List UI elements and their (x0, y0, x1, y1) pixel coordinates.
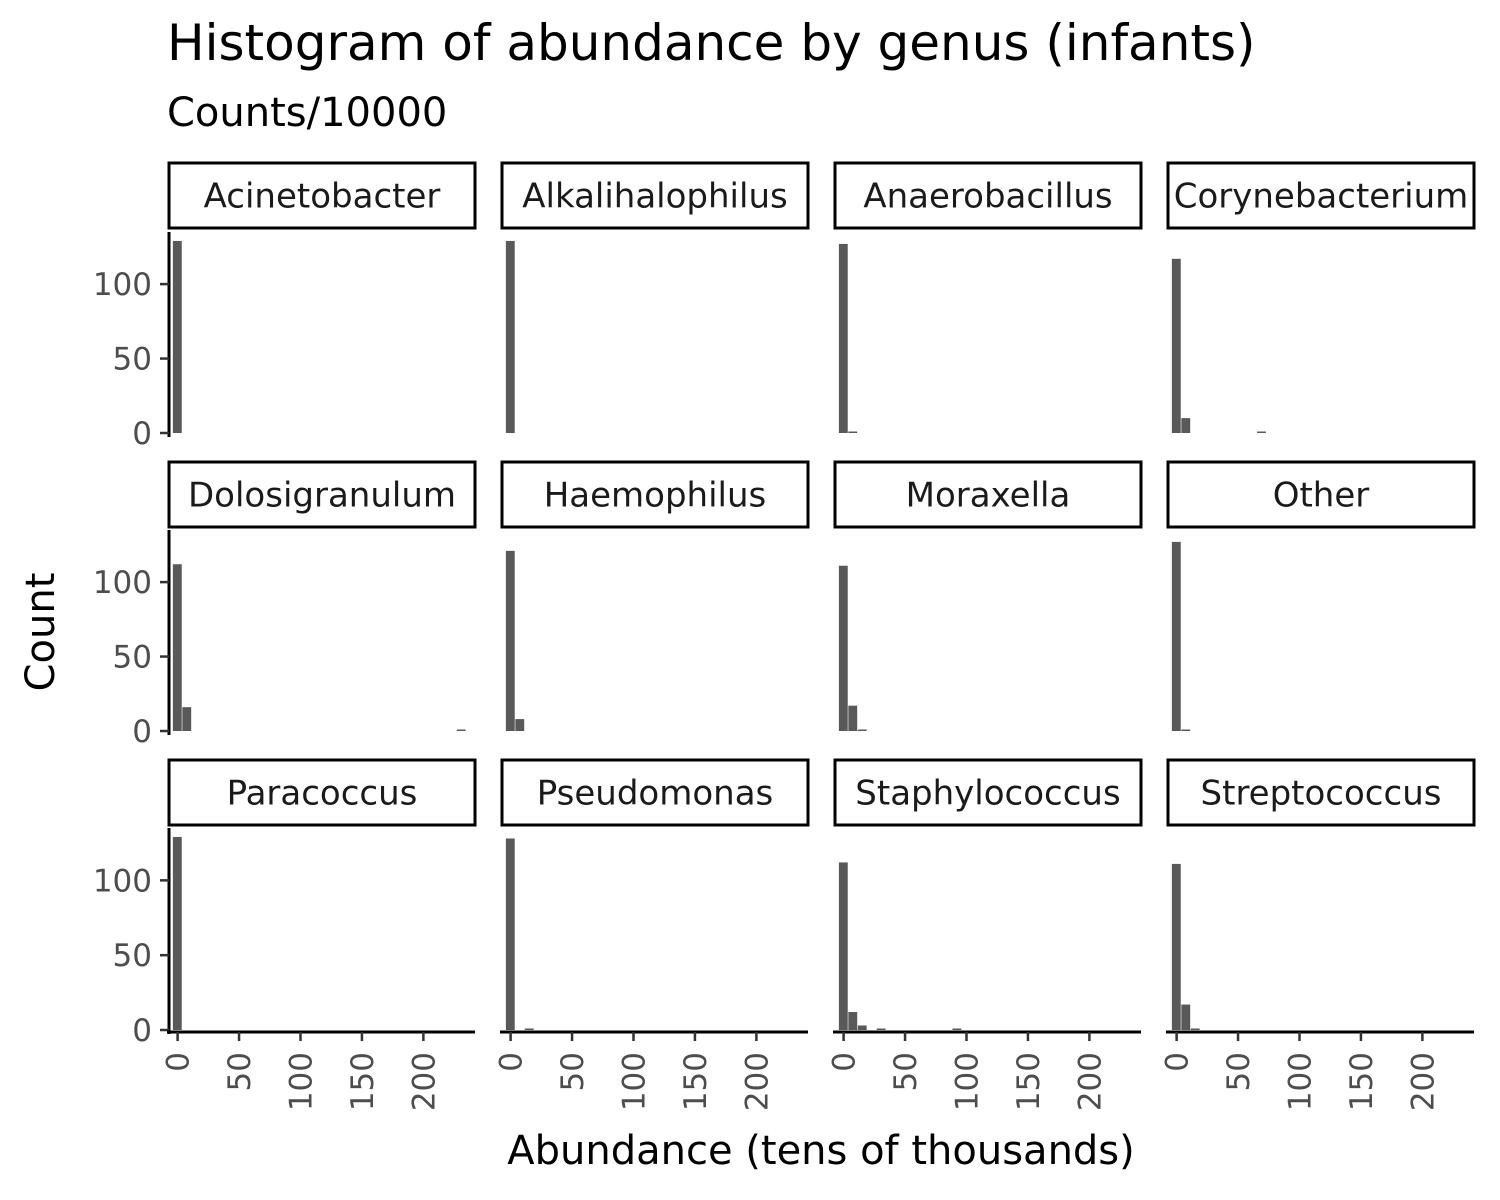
histogram-bar (172, 836, 182, 1030)
histogram-bar (1171, 541, 1181, 731)
x-tick-label: 100 (616, 1052, 652, 1111)
facet-strip (1166, 460, 1476, 529)
y-tick-label: 50 (113, 342, 152, 378)
histogram-bar (505, 838, 515, 1030)
facet-strip (1166, 161, 1476, 230)
facet-strip (167, 758, 477, 827)
x-tick-label: 50 (888, 1052, 924, 1091)
facet-label: Streptococcus (1201, 774, 1442, 814)
histogram-bar (1257, 431, 1266, 433)
facet-label: Dolosigranulum (188, 476, 456, 516)
y-axis-label: Count (18, 572, 64, 692)
histogram-bar (848, 705, 858, 731)
y-tick-label: 0 (132, 416, 152, 452)
facet-label: Anaerobacillus (863, 177, 1112, 217)
y-tick-label: 100 (93, 267, 152, 303)
x-tick-label: 0 (1160, 1052, 1196, 1072)
x-tick-label: 200 (1405, 1052, 1441, 1111)
histogram-bar (1171, 863, 1181, 1030)
facet-strip (167, 161, 477, 230)
y-tick-label: 100 (93, 863, 152, 899)
histogram-bar (952, 1028, 962, 1030)
facet-label: Haemophilus (544, 476, 767, 516)
y-tick-label: 0 (132, 714, 152, 750)
facet-label: Staphylococcus (855, 774, 1120, 814)
chart-subtitle: Counts/10000 (167, 90, 448, 136)
facet-strip (833, 758, 1143, 827)
x-tick-label: 0 (161, 1052, 197, 1072)
facet-strip (167, 460, 477, 529)
x-tick-label: 0 (494, 1052, 530, 1072)
facet-strip (1166, 758, 1476, 827)
facet-label: Moraxella (906, 476, 1071, 516)
histogram-bar (182, 707, 192, 731)
x-tick-label: 200 (739, 1052, 775, 1111)
facet-strip (833, 161, 1143, 230)
y-tick-label: 50 (113, 938, 152, 974)
histogram-bar (838, 243, 848, 433)
x-tick-label: 50 (1221, 1052, 1257, 1091)
x-tick-label: 150 (345, 1052, 381, 1111)
y-tick-label: 50 (113, 640, 152, 676)
x-tick-label: 100 (1282, 1052, 1318, 1111)
histogram-bar (857, 1025, 867, 1030)
x-tick-label: 50 (555, 1052, 591, 1091)
histogram-bar (848, 1012, 858, 1030)
facet-label: Pseudomonas (537, 774, 774, 814)
histogram-bar (172, 564, 182, 731)
histogram-bar (524, 1028, 534, 1030)
x-tick-label: 200 (406, 1052, 442, 1111)
histogram-bar (848, 431, 858, 433)
histogram-bar (515, 719, 525, 731)
histogram-bar (1171, 258, 1181, 433)
histogram-bar (1190, 1028, 1200, 1030)
facet-label: Acinetobacter (204, 177, 441, 217)
chart-title: Histogram of abundance by genus (infants… (167, 14, 1256, 72)
x-tick-label: 150 (678, 1052, 714, 1111)
x-axis-label: Abundance (tens of thousands) (507, 1128, 1135, 1174)
facet-strip (500, 460, 810, 529)
facet-label: Alkalihalophilus (522, 177, 787, 217)
histogram-bar (838, 862, 848, 1030)
y-tick-label: 100 (93, 565, 152, 601)
x-tick-label: 150 (1344, 1052, 1380, 1111)
x-tick-label: 200 (1072, 1052, 1108, 1111)
facet-label: Corynebacterium (1174, 177, 1469, 217)
histogram-bar (1181, 729, 1191, 731)
facet-strip (500, 758, 810, 827)
histogram-bar (857, 729, 867, 731)
histogram-bar (1181, 1004, 1191, 1030)
histogram-bar (505, 240, 515, 433)
x-tick-label: 150 (1011, 1052, 1047, 1111)
x-tick-label: 100 (283, 1052, 319, 1111)
histogram-bar (838, 565, 848, 731)
histogram-bar (1181, 418, 1191, 433)
x-tick-label: 50 (222, 1052, 258, 1091)
facet-strip (500, 161, 810, 230)
x-tick-label: 0 (827, 1052, 863, 1072)
facet-strip (833, 460, 1143, 529)
facet-label: Paracoccus (227, 774, 418, 814)
facet-label: Other (1273, 476, 1370, 516)
histogram-bar (456, 729, 466, 731)
histogram-bar (505, 550, 515, 731)
y-tick-label: 0 (132, 1013, 152, 1049)
x-tick-label: 100 (949, 1052, 985, 1111)
histogram-bar (876, 1028, 886, 1030)
histogram-bar (172, 240, 182, 433)
